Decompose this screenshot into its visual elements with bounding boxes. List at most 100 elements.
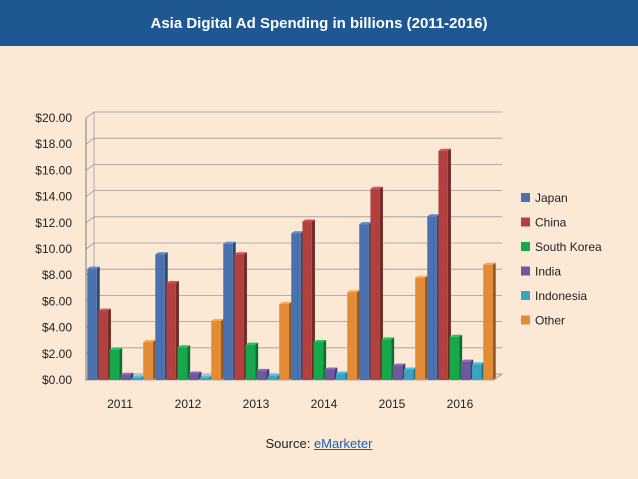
y-tick-label: $16.00 [35,163,72,177]
bar-top [460,359,474,362]
title-bar: Asia Digital Ad Spending in billions (20… [0,0,638,46]
x-tick-label: 2016 [447,397,474,411]
bar-side [356,290,360,380]
bar-front [120,374,131,380]
bar [256,368,270,380]
legend-item: China [521,216,567,230]
bar-top [87,266,100,269]
bar [166,281,179,380]
bar-top [291,231,304,234]
bar-front [98,310,108,380]
bar [359,222,372,380]
legend-item: India [521,265,561,279]
legend-item: South Korea [521,240,602,254]
y-tick-label: $2.00 [42,347,72,361]
bar-side [152,340,156,380]
bar-front [427,216,437,380]
bar [404,367,417,380]
source-link[interactable]: eMarketer [313,436,373,451]
bar-front [460,361,471,380]
bar [370,186,383,380]
bar-top [223,241,236,244]
bar-front [245,344,256,380]
bar [291,231,304,380]
bar-side [220,319,224,380]
bar-front [200,377,210,380]
bar-top [120,372,134,375]
bar-top [109,347,123,350]
bar-side [424,275,428,380]
bar-front [324,369,335,380]
bar-top [143,340,156,343]
gridline [85,216,502,224]
bar [302,219,315,380]
bar-top [313,340,327,343]
bar [460,359,474,380]
y-tick-label: $18.00 [35,137,72,151]
y-tick-label: $14.00 [35,190,72,204]
legend-label: Other [535,314,565,328]
legend-swatch [521,217,530,227]
bar-top [211,319,224,322]
gridline [85,137,502,145]
bar [483,262,496,380]
bar-top [279,302,292,305]
bar-front [483,264,493,380]
bar [449,334,463,380]
bar-front [166,283,176,380]
x-tick-label: 2015 [379,397,406,411]
bar-front [291,233,301,380]
bar [143,340,156,380]
y-tick-label: $12.00 [35,216,72,230]
bar-top [200,375,213,378]
bar-top [132,375,145,378]
y-tick-label: $8.00 [42,268,72,282]
x-tick-label: 2013 [243,397,270,411]
legend-swatch [521,266,530,276]
x-tick-label: 2012 [175,397,202,411]
bar-top [438,148,451,151]
source-line: Source: eMarketer [0,436,638,451]
legend-swatch [521,315,530,325]
y-tick-label: $10.00 [35,242,72,256]
bar-top [155,252,168,255]
bar-top [324,367,338,370]
bar-top [415,275,428,278]
bar-layer [87,148,496,380]
bar-front [302,221,312,380]
bar-front [109,349,120,380]
bar-side [288,302,292,380]
legend-item: Japan [521,191,568,205]
bar-side [447,148,451,380]
bar-top [177,345,191,348]
legend-label: South Korea [535,240,602,254]
legend: Japan China South Korea India Indonesia Other [521,191,602,328]
bar-front [279,304,289,380]
bar-front [155,254,165,380]
bar-side [311,219,315,380]
bar-top [381,337,395,340]
y-tick-label: $0.00 [42,373,72,387]
bar-front [415,277,425,380]
bar-top [245,342,259,345]
legend-label: China [535,216,567,230]
bar [177,345,191,380]
axis-layer: $0.00 $2.00 $4.00 $6.00 $8.00 $10.00 $12.00 $14… [35,111,473,411]
bar-top [370,186,383,189]
bar-front [472,364,482,380]
bar [347,290,360,380]
bar-front [188,373,199,380]
bar [381,337,395,380]
bar-front [347,292,357,380]
bar-top [256,368,270,371]
bar-front [132,377,142,380]
legend-swatch [521,291,530,300]
y-tick-label: $4.00 [42,321,72,335]
legend-item: Indonesia [521,289,587,303]
bar-top [449,334,463,337]
bar [313,340,327,380]
bar [120,372,134,380]
bar-top [302,219,315,222]
bar-top [404,367,417,370]
